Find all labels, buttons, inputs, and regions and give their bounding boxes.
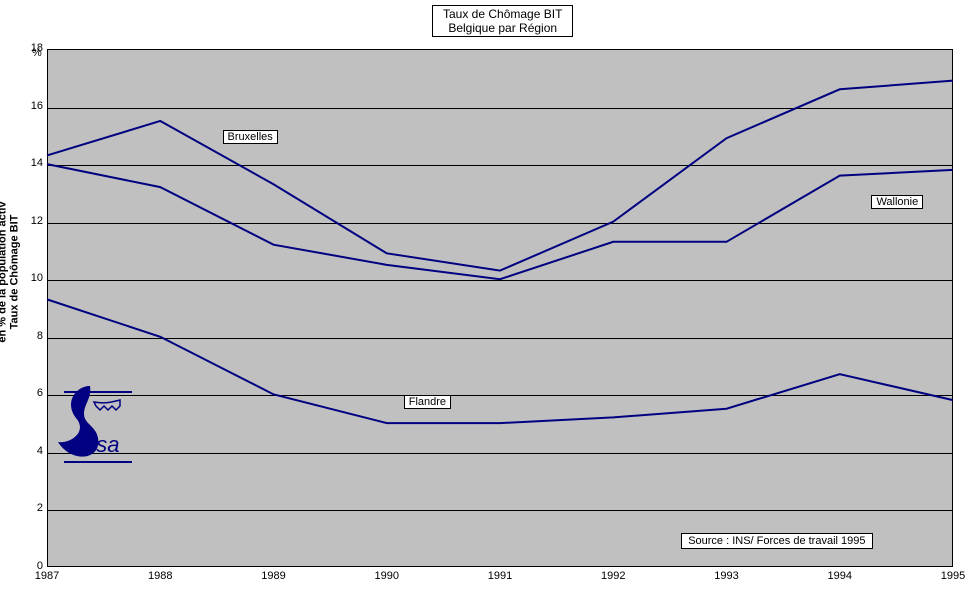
svg-text:esa: esa xyxy=(84,432,119,457)
series-label-bruxelles: Bruxelles xyxy=(223,130,278,144)
series-bruxelles xyxy=(47,81,953,271)
source-box: Source : INS/ Forces de travail 1995 xyxy=(681,533,872,549)
series-label-flandre: Flandre xyxy=(404,395,451,409)
series-wallonie xyxy=(47,164,953,279)
lines-svg xyxy=(0,0,970,602)
sesa-logo-icon: esa xyxy=(54,384,144,469)
series-label-wallonie: Wallonie xyxy=(871,195,923,209)
series-flandre xyxy=(47,299,953,423)
